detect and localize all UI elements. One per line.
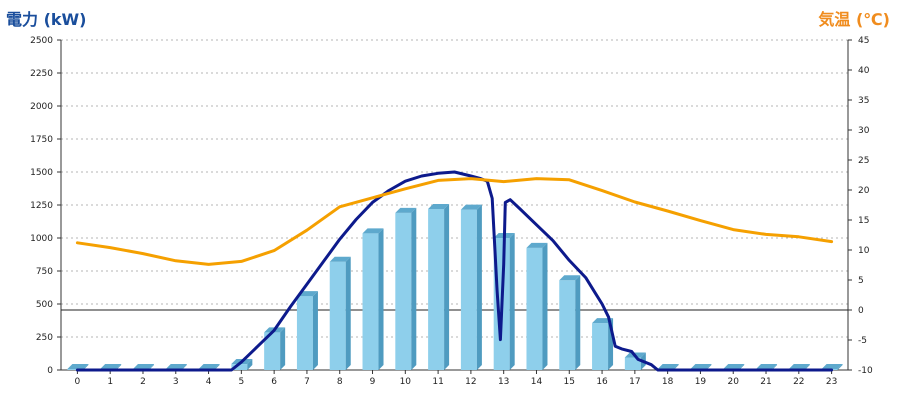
x-tick-label: 18 bbox=[662, 377, 674, 387]
bar-front bbox=[264, 332, 281, 370]
x-tick-label: 7 bbox=[304, 377, 310, 387]
bar-side bbox=[575, 275, 581, 370]
x-tick-label: 23 bbox=[826, 377, 837, 387]
x-tick-label: 14 bbox=[531, 377, 543, 387]
right-tick-label: 35 bbox=[858, 96, 869, 106]
bar-side bbox=[542, 242, 548, 370]
x-tick-label: 15 bbox=[564, 377, 575, 387]
x-tick-label: 2 bbox=[140, 377, 146, 387]
bar-top bbox=[132, 364, 154, 369]
bar-top bbox=[362, 228, 384, 234]
x-tick-label: 6 bbox=[271, 377, 277, 387]
power-line bbox=[75, 170, 834, 372]
bar-side bbox=[312, 291, 318, 370]
x-tick-label: 8 bbox=[337, 377, 343, 387]
bar-top bbox=[395, 207, 417, 213]
bar-top bbox=[821, 364, 843, 369]
x-tick-label: 0 bbox=[75, 377, 81, 387]
right-tick-label: 40 bbox=[858, 66, 870, 76]
bar-front bbox=[526, 247, 543, 370]
x-tick-label: 21 bbox=[760, 377, 771, 387]
bar-front bbox=[624, 357, 641, 370]
x-tick-label: 5 bbox=[238, 377, 244, 387]
bar-front bbox=[460, 209, 477, 370]
left-tick-label: 1750 bbox=[30, 135, 53, 145]
bar-side bbox=[444, 203, 450, 370]
right-tick-label: 0 bbox=[858, 306, 864, 316]
right-tick-label: 15 bbox=[858, 216, 869, 226]
left-tick-label: 250 bbox=[36, 333, 53, 343]
x-tick-label: 4 bbox=[206, 377, 212, 387]
bar-front bbox=[428, 208, 445, 370]
x-tick-label: 19 bbox=[695, 377, 707, 387]
bar-side bbox=[280, 327, 286, 370]
bar-front bbox=[362, 233, 379, 370]
x-tick-label: 12 bbox=[465, 377, 476, 387]
bar-top bbox=[788, 364, 810, 369]
x-tick-label: 10 bbox=[400, 377, 412, 387]
x-tick-label: 9 bbox=[370, 377, 376, 387]
left-axis-title: 電力 (kW) bbox=[6, 10, 87, 29]
left-tick-label: 2000 bbox=[30, 102, 53, 112]
right-tick-label: 45 bbox=[858, 36, 869, 46]
bar-top bbox=[723, 364, 745, 369]
bar-front bbox=[296, 296, 313, 370]
right-tick-label: 25 bbox=[858, 156, 869, 166]
x-tick-label: 20 bbox=[728, 377, 740, 387]
right-tick-label: 5 bbox=[858, 276, 864, 286]
bar-top bbox=[198, 364, 220, 369]
left-tick-label: 500 bbox=[36, 300, 53, 310]
left-tick-label: 0 bbox=[47, 366, 53, 376]
bar-front bbox=[67, 369, 84, 370]
right-tick-label: 30 bbox=[858, 126, 870, 136]
bar-front bbox=[231, 364, 248, 370]
bar-top bbox=[690, 364, 712, 369]
bar-front bbox=[592, 323, 609, 370]
bar-top bbox=[657, 364, 679, 369]
right-tick-label: -10 bbox=[858, 366, 873, 376]
temperature-line bbox=[75, 177, 834, 266]
bar-top bbox=[428, 203, 450, 209]
bar-top bbox=[100, 364, 122, 369]
left-tick-label: 2500 bbox=[30, 36, 53, 46]
bar-top bbox=[329, 256, 351, 262]
right-axis-title: 気温 (℃) bbox=[818, 10, 890, 29]
left-tick-label: 750 bbox=[36, 267, 53, 277]
x-tick-label: 13 bbox=[498, 377, 509, 387]
left-tick-label: 1000 bbox=[30, 234, 53, 244]
bar-side bbox=[247, 359, 253, 370]
bar-side bbox=[509, 233, 515, 370]
bar-side bbox=[411, 207, 417, 370]
x-tick-label: 22 bbox=[793, 377, 804, 387]
bar-side bbox=[345, 256, 351, 370]
left-tick-label: 1500 bbox=[30, 168, 53, 178]
bar-front bbox=[395, 212, 412, 370]
bar-top bbox=[165, 364, 187, 369]
left-tick-label: 1250 bbox=[30, 201, 53, 211]
bar-top bbox=[460, 204, 482, 210]
bar-top bbox=[67, 364, 89, 369]
x-tick-label: 3 bbox=[173, 377, 179, 387]
bar-side bbox=[837, 364, 843, 370]
bar-side bbox=[476, 204, 482, 370]
bar-top bbox=[526, 242, 548, 248]
x-tick-label: 16 bbox=[596, 377, 608, 387]
x-tick-label: 11 bbox=[432, 377, 443, 387]
left-tick-label: 2250 bbox=[30, 69, 53, 79]
bar-front bbox=[559, 280, 576, 370]
right-tick-label: 10 bbox=[858, 246, 870, 256]
right-tick-label: 20 bbox=[858, 186, 870, 196]
bar-top bbox=[559, 275, 581, 281]
bar-top bbox=[756, 364, 778, 369]
right-tick-label: -5 bbox=[858, 336, 867, 346]
bar-front bbox=[329, 261, 346, 370]
x-tick-label: 1 bbox=[107, 377, 113, 387]
x-tick-label: 17 bbox=[629, 377, 640, 387]
bar-side bbox=[378, 228, 384, 370]
